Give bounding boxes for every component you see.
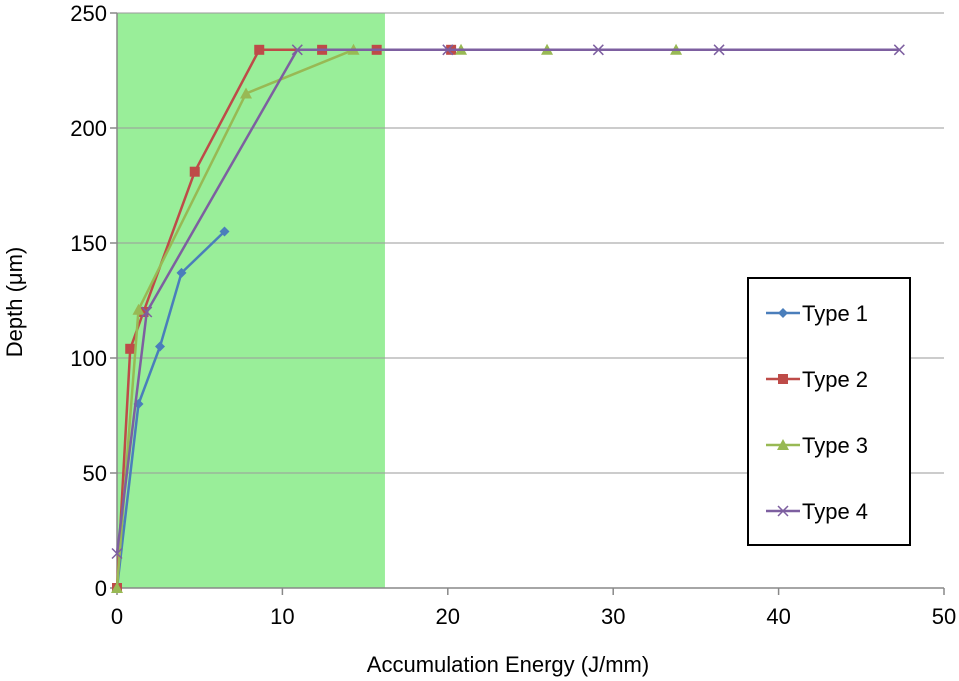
data-point-type-4: [141, 306, 153, 318]
legend-marker-type-2: [778, 374, 788, 384]
series-group: [111, 43, 905, 593]
y-axis-title: Depth (μm): [2, 247, 27, 357]
data-point-type-3: [111, 582, 123, 593]
x-tick-label: 50: [932, 604, 956, 629]
x-tick-label: 40: [766, 604, 790, 629]
y-tick-label: 250: [70, 1, 107, 26]
data-point-type-2: [254, 44, 265, 55]
data-point-type-2: [138, 307, 149, 317]
data-point-type-4: [111, 547, 123, 560]
x-tick-label: 10: [270, 604, 294, 629]
data-point-type-4: [893, 44, 905, 56]
x-tick-label: 30: [601, 604, 625, 629]
series-type-1: [112, 226, 230, 593]
data-point-type-1: [155, 341, 166, 352]
data-point-type-4: [442, 44, 454, 56]
data-point-type-3: [240, 87, 253, 99]
legend-label-type-2: Type 2: [802, 367, 868, 392]
legend-label-type-4: Type 4: [802, 499, 868, 524]
marker-stroke: [777, 505, 789, 517]
legend-box: [747, 277, 911, 546]
legend-marker-type-1: [778, 308, 788, 318]
x-tick-label: 0: [111, 604, 123, 629]
legend-item-type-4: Type 4: [766, 499, 868, 524]
marker-stroke: [442, 44, 454, 56]
data-point-type-4: [713, 44, 725, 56]
legend: Type 1 Type 2 Type 3 Type 4: [747, 277, 911, 546]
data-point-type-1: [219, 226, 230, 237]
legend-item-type-1: Type 1: [766, 301, 868, 326]
shaded-region: [117, 13, 385, 588]
data-point-type-3: [132, 303, 145, 315]
marker-stroke: [291, 44, 303, 56]
y-tick-label: 200: [70, 116, 107, 141]
axes: [116, 13, 944, 589]
y-tick-label: 50: [83, 461, 107, 486]
data-point-type-4: [291, 44, 303, 56]
x-axis-ticks: 0 10 20 30 40 50: [111, 588, 956, 629]
y-tick-label: 150: [70, 231, 107, 256]
legend-label-type-1: Type 1: [802, 301, 868, 326]
data-point-type-2: [189, 166, 200, 177]
legend-label-type-3: Type 3: [802, 433, 868, 458]
y-tick-label: 100: [70, 346, 107, 371]
data-point-type-4: [592, 44, 604, 56]
marker-stroke: [141, 306, 153, 318]
marker-stroke: [592, 44, 604, 56]
marker-stroke: [893, 44, 905, 56]
legend-marker-type-4: [777, 505, 789, 517]
legend-item-type-3: Type 3: [766, 433, 868, 458]
y-tick-label: 0: [95, 576, 107, 601]
data-point-type-2: [125, 343, 136, 354]
marker-stroke: [713, 44, 725, 56]
legend-marker-type-3: [777, 439, 789, 450]
data-point-type-1: [176, 267, 187, 278]
legend-item-type-2: Type 2: [766, 367, 868, 392]
x-tick-label: 20: [436, 604, 460, 629]
y-axis-ticks: 0 50 100 150 200 250: [70, 1, 117, 601]
series-type-4: [111, 44, 905, 560]
x-axis-title: Accumulation Energy (J/mm): [367, 652, 649, 677]
marker-stroke: [111, 547, 123, 560]
